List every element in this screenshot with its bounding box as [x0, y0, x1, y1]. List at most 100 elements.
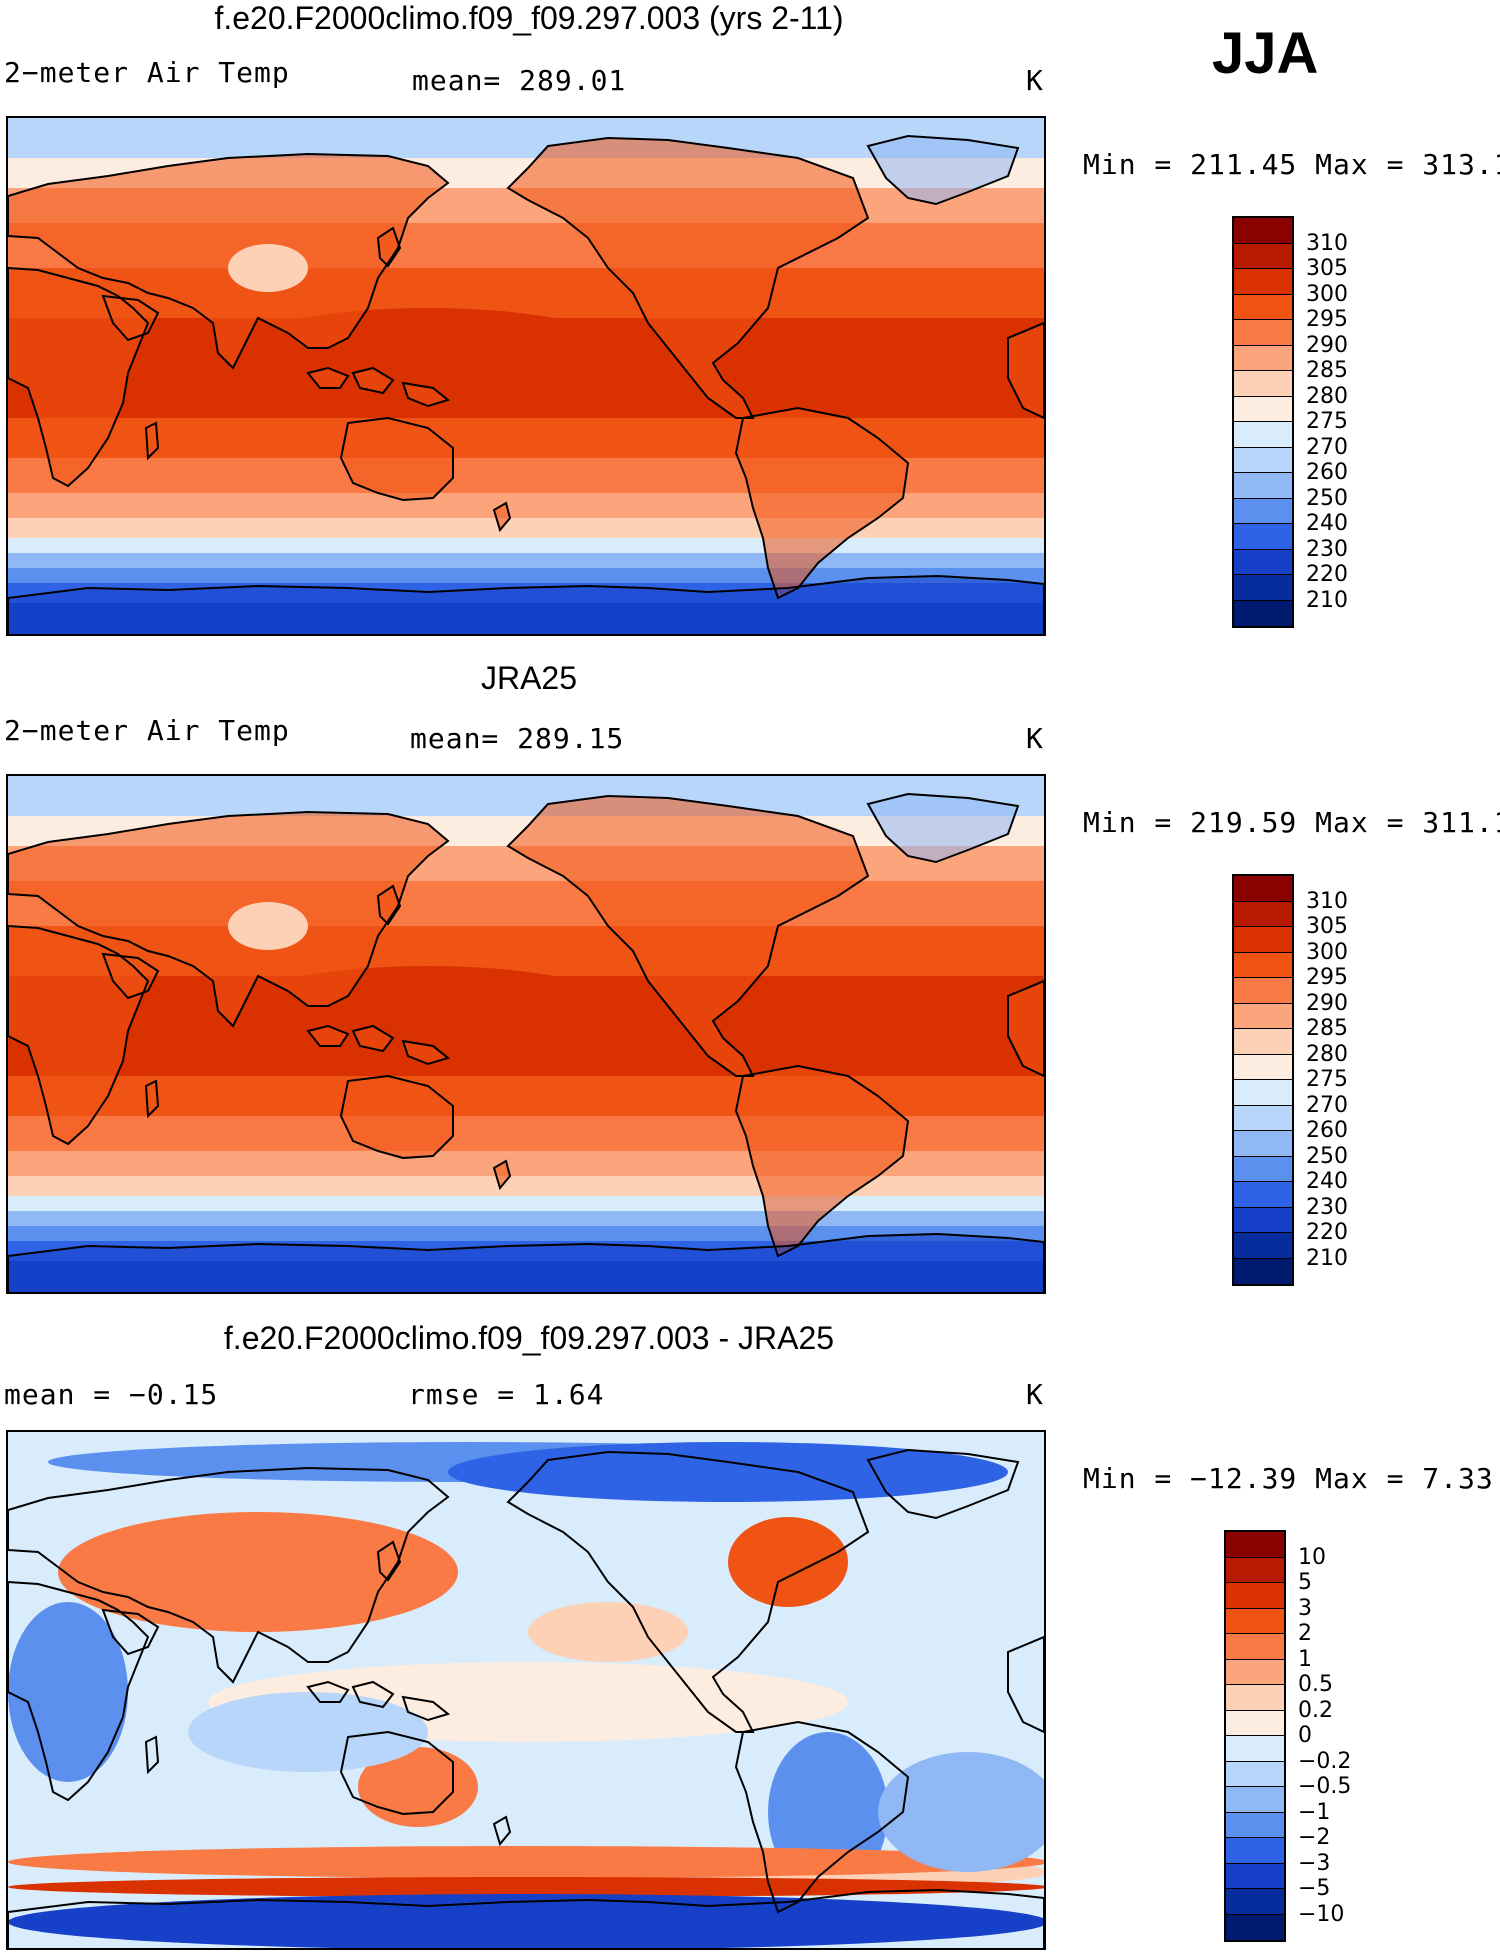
- temperature-band: [8, 538, 1044, 553]
- colorbar-tick-label: −0.5: [1298, 1774, 1352, 1799]
- colorbar-tick-label: 290: [1306, 332, 1348, 358]
- coastline: [8, 1888, 1044, 1948]
- coastline: [306, 1680, 350, 1703]
- coastline: [1007, 979, 1044, 1078]
- colorbar-swatch: [1234, 473, 1292, 499]
- coastline: [101, 294, 160, 342]
- colorbar-tick-label: 2: [1298, 1621, 1312, 1646]
- panel-3-rmse: rmse = 1.64: [408, 1378, 605, 1411]
- colorbar-tick-label: 275: [1306, 409, 1348, 434]
- colorbar-tick-label: 250: [1306, 1143, 1348, 1169]
- coastline: [1007, 321, 1044, 420]
- coastline: [8, 924, 150, 1146]
- difference-blob: [8, 1877, 1044, 1897]
- temperature-band: [8, 1176, 1044, 1196]
- colorbar-tick-label: 220: [1306, 562, 1348, 587]
- colorbar-swatch: [1234, 600, 1292, 626]
- colorbar-tick-label: 240: [1306, 1169, 1348, 1194]
- coastline: [506, 794, 870, 1077]
- colorbar-tick-label: 280: [1306, 383, 1348, 409]
- panel-1-min-max: Min = 211.45 Max = 313.15: [1083, 148, 1500, 181]
- panel-3-map: [6, 1430, 1046, 1950]
- coastline: [144, 421, 160, 461]
- coastline: [734, 1720, 910, 1914]
- colorbar-tick-label: 260: [1306, 460, 1348, 485]
- colorbar-tick-label: 0: [1298, 1723, 1312, 1748]
- coastline: [8, 152, 450, 370]
- colorbar-tick-label: 210: [1306, 587, 1348, 613]
- coastline: [8, 266, 150, 488]
- colorbar-swatch: [1234, 269, 1292, 295]
- colorbar-swatch: [1234, 1054, 1292, 1080]
- coastline: [351, 1024, 395, 1053]
- colorbar-tick-label: 5: [1298, 1570, 1312, 1595]
- colorbar-swatch: [1234, 218, 1292, 244]
- colorbar-swatch: [1234, 396, 1292, 422]
- land-field: [341, 418, 453, 500]
- colorbar-swatch: [1234, 952, 1292, 978]
- colorbar-tick-label: −0.2: [1298, 1748, 1352, 1774]
- coastline: [492, 1159, 512, 1191]
- colorbar-tick-label: 210: [1306, 1245, 1348, 1271]
- colorbar-tick-label: 295: [1306, 965, 1348, 990]
- colorbar-swatch: [1234, 978, 1292, 1004]
- land-field: [378, 228, 400, 266]
- land-field: [508, 138, 868, 418]
- coastline: [376, 884, 402, 926]
- colorbar-tick-label: 285: [1306, 1016, 1348, 1041]
- panel-2-min-max: Min = 219.59 Max = 311.19: [1083, 806, 1500, 839]
- colorbar-swatch: [1226, 1710, 1284, 1736]
- colorbar-tick-label: −5: [1298, 1876, 1331, 1901]
- temperature-band: [8, 1196, 1044, 1211]
- coastline: [506, 1450, 870, 1733]
- colorbar-swatch: [1234, 447, 1292, 473]
- colorbar-tick-label: −2: [1298, 1825, 1331, 1850]
- coastline: [339, 1074, 454, 1160]
- colorbar-swatch: [1234, 294, 1292, 320]
- land-field: [341, 1076, 453, 1158]
- coastline: [306, 366, 350, 389]
- land-field: [8, 812, 448, 1026]
- colorbar-swatch: [1226, 1634, 1284, 1660]
- colorbar-swatch: [1234, 575, 1292, 601]
- colorbar-tick-label: 275: [1306, 1067, 1348, 1092]
- difference-blob: [8, 1846, 1044, 1878]
- panel-1-mean: mean= 289.01: [412, 64, 627, 97]
- panel-3-title: f.e20.F2000climo.f09_f09.297.003 - JRA25: [223, 1320, 835, 1356]
- colorbar-tick-label: 270: [1306, 1092, 1348, 1118]
- coastline: [339, 1730, 454, 1816]
- panel-1-variable: 2−meter Air Temp: [4, 56, 290, 89]
- panel-1-units: K: [1026, 64, 1044, 97]
- coastline: [376, 226, 402, 268]
- colorbar-tick-label: 290: [1306, 990, 1348, 1016]
- colorbar-swatch: [1226, 1608, 1284, 1634]
- colorbar-swatch: [1234, 1080, 1292, 1106]
- coastline: [401, 1039, 451, 1066]
- coastline: [506, 136, 870, 419]
- colorbar-tick-label: 3: [1298, 1595, 1312, 1621]
- panel-3-min-max: Min = −12.39 Max = 7.33: [1083, 1462, 1494, 1495]
- coastline: [306, 1024, 350, 1047]
- panel-3-units: K: [1026, 1378, 1044, 1411]
- coastline: [8, 1580, 150, 1802]
- colorbar-tick-label: 270: [1306, 434, 1348, 460]
- colorbar-tick-label: 280: [1306, 1041, 1348, 1067]
- panel-1-colorbar: [1232, 216, 1294, 628]
- colorbar-swatch: [1226, 1583, 1284, 1609]
- coastline: [351, 1680, 395, 1709]
- colorbar-swatch: [1226, 1532, 1284, 1558]
- colorbar-swatch: [1226, 1736, 1284, 1762]
- difference-blob: [528, 1602, 688, 1662]
- colorbar-tick-label: 305: [1306, 256, 1348, 281]
- coastline: [144, 1079, 160, 1119]
- temperature-band: [8, 1211, 1044, 1226]
- colorbar-tick-label: 1: [1298, 1646, 1312, 1672]
- colorbar-swatch: [1234, 345, 1292, 371]
- coastline: [401, 1695, 451, 1722]
- colorbar-tick-label: 300: [1306, 281, 1348, 307]
- colorbar-tick-label: 230: [1306, 536, 1348, 562]
- coastline: [8, 1466, 450, 1684]
- season-label: JJA: [1212, 21, 1319, 86]
- land-field: [103, 296, 158, 340]
- land-field: [8, 154, 448, 368]
